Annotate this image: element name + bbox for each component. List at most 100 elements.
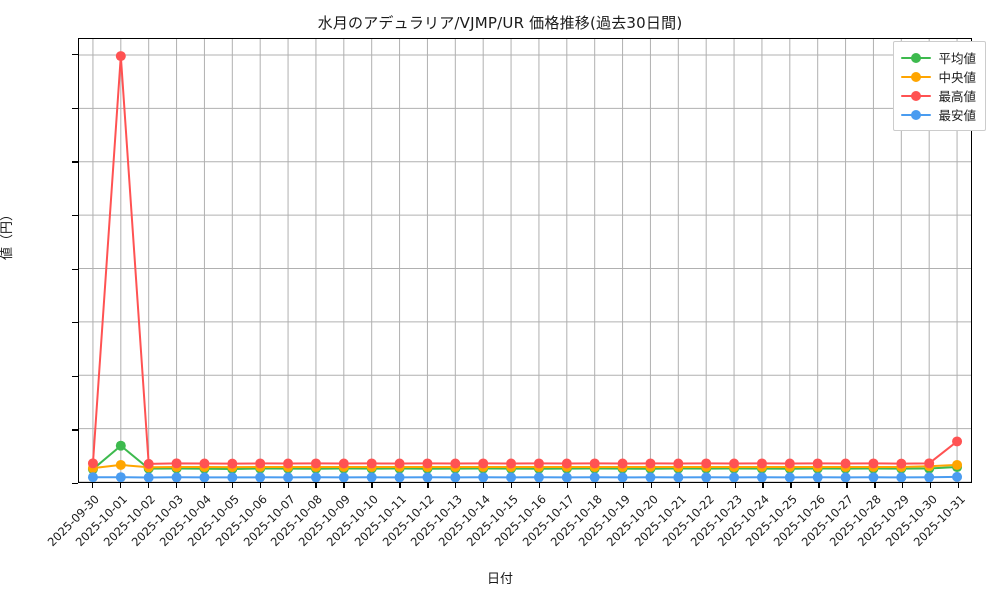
data-point-marker (87, 458, 98, 469)
x-tick-mark (455, 483, 457, 488)
data-point-marker (255, 472, 266, 482)
data-point-marker (87, 472, 98, 482)
data-point-marker (283, 458, 294, 469)
series-line (91, 55, 959, 465)
data-point-marker (589, 458, 600, 469)
data-point-marker (450, 472, 461, 482)
data-point-marker (283, 472, 294, 482)
data-point-marker (366, 472, 377, 482)
x-tick-mark (343, 483, 345, 488)
data-point-marker (450, 458, 461, 469)
x-tick-mark (427, 483, 429, 488)
data-point-marker (756, 458, 767, 469)
data-point-marker (366, 458, 377, 469)
legend-label: 中央値 (938, 70, 976, 85)
data-point-marker (171, 458, 182, 469)
data-point-marker (478, 472, 489, 482)
x-tick-mark (930, 483, 932, 488)
data-point-marker (338, 458, 349, 469)
y-tick-mark (72, 107, 78, 109)
legend-item[interactable]: 最安値 (901, 105, 976, 124)
y-tick-mark (72, 161, 78, 163)
x-axis-label: 日付 (486, 572, 513, 587)
x-tick-mark (483, 483, 485, 488)
data-point-marker (701, 458, 712, 469)
legend-marker-icon (901, 109, 932, 121)
x-tick-mark (734, 483, 736, 488)
x-tick-mark (538, 483, 541, 488)
data-point-marker (199, 458, 210, 469)
data-point-marker (729, 458, 740, 469)
data-point-marker (617, 458, 628, 469)
data-point-marker (422, 472, 433, 482)
data-point-marker (701, 472, 712, 482)
data-point-marker (924, 472, 935, 482)
data-point-marker (645, 472, 656, 482)
x-tick-mark (175, 483, 178, 488)
data-point-marker (310, 458, 321, 469)
data-point-marker (394, 458, 405, 469)
x-tick-mark (846, 483, 848, 488)
series-line (91, 475, 959, 479)
x-tick-mark (762, 483, 764, 488)
data-point-marker (533, 458, 544, 469)
data-point-marker (506, 472, 517, 482)
y-tick-mark (72, 429, 78, 431)
legend-label: 平均値 (938, 51, 976, 66)
x-tick-mark (902, 483, 904, 488)
plot-area (78, 38, 972, 483)
data-point-marker (255, 458, 266, 469)
y-tick-mark (72, 322, 78, 324)
data-point-marker (422, 458, 433, 469)
y-tick-mark (72, 268, 78, 270)
x-tick-mark (958, 483, 960, 488)
data-point-marker (840, 472, 851, 482)
x-tick-mark (511, 483, 513, 488)
data-point-marker (840, 458, 851, 469)
x-tick-mark (650, 483, 653, 488)
x-tick-mark (119, 483, 122, 488)
chart-legend[interactable]: 平均値中央値 最高値 最安値 (893, 41, 986, 131)
data-series-layer (87, 51, 963, 482)
x-tick-mark (231, 483, 233, 488)
legend-marker-icon (901, 52, 932, 64)
data-point-marker (812, 472, 823, 482)
x-tick-mark (287, 483, 289, 488)
data-point-marker (952, 471, 963, 482)
x-tick-mark (818, 483, 820, 488)
data-point-marker (533, 472, 544, 482)
data-point-marker (952, 459, 963, 470)
series-line (91, 463, 959, 470)
data-point-marker (310, 472, 321, 482)
data-point-marker (952, 436, 963, 447)
data-point-marker (115, 459, 126, 470)
data-point-marker (673, 458, 684, 469)
y-tick-mark (72, 375, 78, 378)
x-tick-mark (91, 483, 94, 488)
series-line (91, 444, 959, 471)
legend-item[interactable]: 平均値 (901, 48, 976, 67)
data-point-marker (784, 458, 795, 469)
data-point-marker (143, 458, 154, 469)
data-point-marker (338, 472, 349, 482)
data-point-marker (394, 472, 405, 482)
data-point-marker (868, 472, 879, 482)
data-point-marker (896, 458, 907, 469)
data-point-marker (115, 472, 126, 482)
x-tick-mark (678, 483, 680, 488)
chart-title: 水月のアデュラリア/VJMP/UR 価格推移(過去30日間) (317, 14, 683, 32)
data-point-marker (561, 458, 572, 469)
data-point-marker (589, 472, 600, 482)
data-point-marker (227, 458, 238, 469)
data-point-marker (561, 472, 572, 482)
y-tick-mark (72, 54, 78, 56)
data-point-marker (143, 472, 154, 482)
legend-item[interactable]: 中央値 (901, 67, 976, 86)
data-point-marker (506, 458, 517, 469)
x-tick-mark (566, 483, 569, 488)
data-point-marker (115, 440, 126, 451)
x-tick-mark (315, 483, 317, 488)
data-point-marker (199, 472, 210, 482)
legend-item[interactable]: 最高値 (901, 86, 976, 105)
